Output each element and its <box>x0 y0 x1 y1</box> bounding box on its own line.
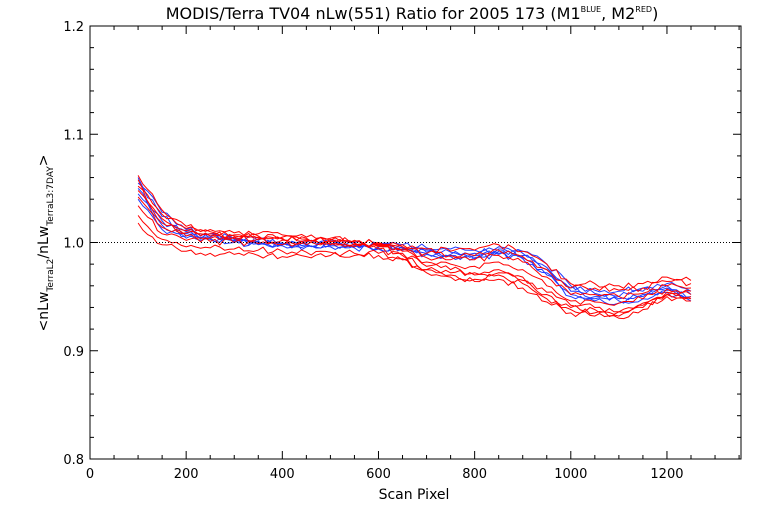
y-tick-label: 0.8 <box>63 453 84 468</box>
title-sup-red: RED <box>635 5 652 14</box>
series-line-m2-7 <box>137 185 692 300</box>
y-tick-label: 1.0 <box>63 237 84 252</box>
ticks-layer: 0 200 400 600 800 1000 1200 0.8 0.9 1.0 1.1 1.2 <box>63 20 741 482</box>
title-sup-blue: BLUE <box>581 5 601 14</box>
series-layer <box>137 175 692 320</box>
series-line-m2-10 <box>137 205 692 318</box>
y-tick-label: 1.2 <box>63 20 84 35</box>
series-line-m2-5 <box>137 175 692 289</box>
x-tick-label: 1200 <box>650 467 683 482</box>
x-axis-label: Scan Pixel <box>379 487 450 503</box>
series-line-m2-12 <box>137 222 692 315</box>
series-line-m2-9 <box>137 196 692 313</box>
series-line-m2-8 <box>137 190 692 306</box>
series-line-m1-4 <box>137 198 692 306</box>
series-line-m2-6 <box>137 179 692 293</box>
x-tick-label: 400 <box>270 467 295 482</box>
chart-title: MODIS/Terra TV04 nLw(551) Ratio for 2005… <box>166 4 659 23</box>
x-tick-label: 800 <box>462 467 487 482</box>
series-line-m1-0 <box>137 177 692 294</box>
y-axis-label: <nLwTerraL2/nLwTerraL3:7DAY> <box>36 155 56 332</box>
x-tick-label: 200 <box>174 467 199 482</box>
y-tick-label: 0.9 <box>63 345 84 360</box>
series-line-m2-11 <box>137 215 691 320</box>
y-tick-label: 1.1 <box>63 128 84 143</box>
x-tick-label: 1000 <box>554 467 587 482</box>
x-tick-label: 0 <box>86 467 94 482</box>
plot-frame <box>89 25 742 460</box>
x-tick-label: 600 <box>366 467 391 482</box>
